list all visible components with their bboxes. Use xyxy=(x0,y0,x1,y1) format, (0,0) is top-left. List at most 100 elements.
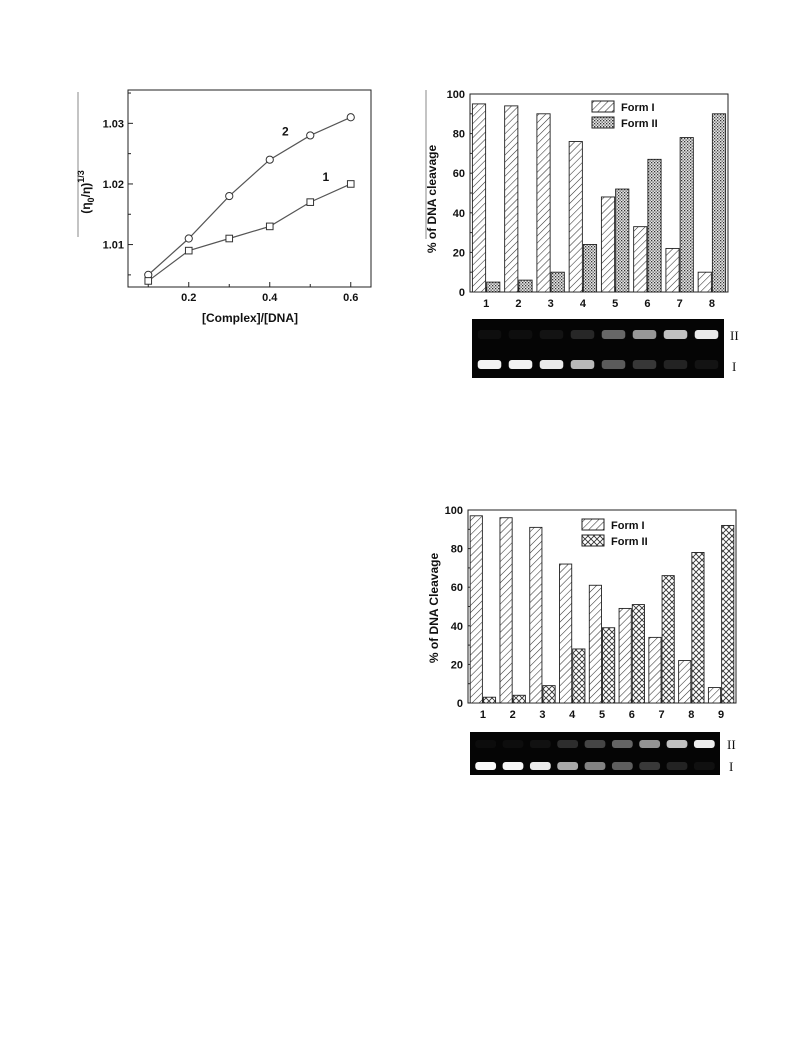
bar-form-ii-lane-7 xyxy=(661,575,675,704)
series-line-2 xyxy=(147,116,351,276)
bar-form-ii-lane-5 xyxy=(615,188,630,293)
gel-band-form-i xyxy=(663,360,688,369)
bar-form-ii-lane-4 xyxy=(572,648,586,704)
x-tick-label: 0.4 xyxy=(262,292,278,304)
gel-band-form-i xyxy=(694,360,719,369)
bar-form-ii-lane-9 xyxy=(721,524,735,704)
gel-label-form-ii: II xyxy=(730,328,739,343)
legend-label-form-i: Form I xyxy=(621,102,655,114)
y-axis-title-sub: 0 xyxy=(86,197,96,202)
x-tick-label: 5 xyxy=(612,298,618,310)
y-tick-label: 60 xyxy=(451,582,463,594)
bar-form-i-lane-1 xyxy=(471,103,487,293)
gel-band-form-ii xyxy=(557,740,579,748)
x-tick-label: 6 xyxy=(644,298,650,310)
gel-band-form-i xyxy=(601,360,626,369)
series-line-1 xyxy=(147,183,351,282)
data-point xyxy=(306,198,315,206)
x-tick-label: 3 xyxy=(539,709,545,721)
bar-form-ii-lane-6 xyxy=(647,158,662,293)
data-point xyxy=(144,277,153,285)
bar-form-i-lane-5 xyxy=(588,584,602,704)
viscosity-lines xyxy=(147,116,351,282)
y-axis-title: (η0/η)1/3 xyxy=(76,170,96,214)
legend-label-form-ii: Form II xyxy=(611,536,648,548)
gel-band-form-i xyxy=(639,762,661,770)
gel-band-form-ii xyxy=(601,330,626,339)
gel-band-form-ii xyxy=(477,330,502,339)
bar-form-i-lane-7 xyxy=(648,636,662,704)
bar-form-i-lane-3 xyxy=(529,526,543,704)
cleavage-chart-1: 0 20 40 60 80 100 1 2 3 4 5 6 7 8 Form I Form II % of… xyxy=(425,89,739,378)
y-tick-label: 1.03 xyxy=(103,118,124,130)
series-label: 2 xyxy=(282,125,289,139)
data-point xyxy=(265,155,274,164)
gel-band-form-i xyxy=(584,762,606,770)
gel-label-form-ii: II xyxy=(727,737,736,752)
gel-band-form-i xyxy=(508,360,533,369)
gel-band-form-ii xyxy=(639,740,661,748)
x-tick-label: 2 xyxy=(510,709,516,721)
x-tick-label: 4 xyxy=(569,709,576,721)
data-point xyxy=(225,234,234,243)
y-tick-label: 0 xyxy=(457,698,463,710)
gel-label-form-i: I xyxy=(729,759,733,774)
y-tick-label: 80 xyxy=(451,544,463,556)
y-axis-title: % of DNA Cleavage xyxy=(427,553,441,664)
gel-band-form-ii xyxy=(632,330,657,339)
cleavage-2-bars xyxy=(469,515,735,704)
x-tick-label: 9 xyxy=(718,709,724,721)
bar-form-ii-lane-2 xyxy=(518,279,533,293)
data-point xyxy=(265,222,274,231)
bar-form-ii-lane-5 xyxy=(602,627,616,704)
x-tick-label: 5 xyxy=(599,709,605,721)
gel-band-form-ii xyxy=(529,740,551,748)
gel-band-form-ii xyxy=(694,330,719,339)
gel-band-form-ii xyxy=(502,740,524,748)
bar-form-i-lane-7 xyxy=(665,247,680,293)
gel-band-form-ii xyxy=(693,740,715,748)
gel-band-form-i xyxy=(502,762,524,770)
x-tick-label: 1 xyxy=(480,709,486,721)
legend-swatch-form-ii xyxy=(581,534,605,547)
legend-label-form-ii: Form II xyxy=(621,118,658,130)
y-tick-label: 40 xyxy=(451,621,463,633)
y-tick-label: 1.01 xyxy=(103,240,124,252)
bar-form-ii-lane-8 xyxy=(691,552,705,704)
y-tick-label: 80 xyxy=(453,129,465,141)
bar-form-i-lane-4 xyxy=(559,563,573,704)
x-tick-label: 8 xyxy=(709,298,715,310)
legend-swatch-form-i xyxy=(581,518,605,531)
bar-form-i-lane-9 xyxy=(707,687,722,704)
data-point xyxy=(225,191,234,201)
data-point xyxy=(306,131,315,140)
legend-swatch-form-i xyxy=(591,100,615,113)
gel-band-form-i xyxy=(557,762,579,770)
legend-swatch-form-ii xyxy=(591,116,615,129)
svg-text:% of DNA cleavage: % of DNA cleavage xyxy=(425,145,439,254)
y-tick-label: 20 xyxy=(451,659,463,671)
x-tick-label: 3 xyxy=(548,298,554,310)
gel-label-form-i: I xyxy=(732,359,736,374)
x-tick-label: 4 xyxy=(580,298,587,310)
gel-band-form-i xyxy=(632,360,657,369)
y-axis-title-sup: 1/3 xyxy=(76,170,86,183)
x-tick-label: 7 xyxy=(658,709,664,721)
bar-form-i-lane-6 xyxy=(633,226,648,293)
cleavage-1-ticks: 0 20 40 60 80 100 1 2 3 4 5 6 7 8 xyxy=(447,89,715,310)
cleavage-2-ticks: 0 20 40 60 80 100 1 2 3 4 5 6 7 8 9 xyxy=(445,505,725,721)
legend-label-form-i: Form I xyxy=(611,520,645,532)
gel-band-form-ii xyxy=(570,330,595,339)
x-tick-label: 0.6 xyxy=(343,292,358,304)
x-tick-label: 0.2 xyxy=(181,292,196,304)
series-label: 1 xyxy=(323,170,330,184)
data-point xyxy=(346,180,355,188)
gel-band-form-ii xyxy=(539,330,564,339)
cleavage-chart-2: 0 20 40 60 80 100 1 2 3 4 5 6 7 8 9 Form I Form II % o… xyxy=(427,505,737,775)
bar-form-ii-lane-1 xyxy=(486,281,501,293)
bar-form-ii-lane-4 xyxy=(582,244,598,293)
x-tick-label: 1 xyxy=(483,298,489,310)
data-point xyxy=(184,246,193,255)
y-tick-label: 100 xyxy=(445,505,463,517)
bar-form-i-lane-1 xyxy=(469,515,483,704)
